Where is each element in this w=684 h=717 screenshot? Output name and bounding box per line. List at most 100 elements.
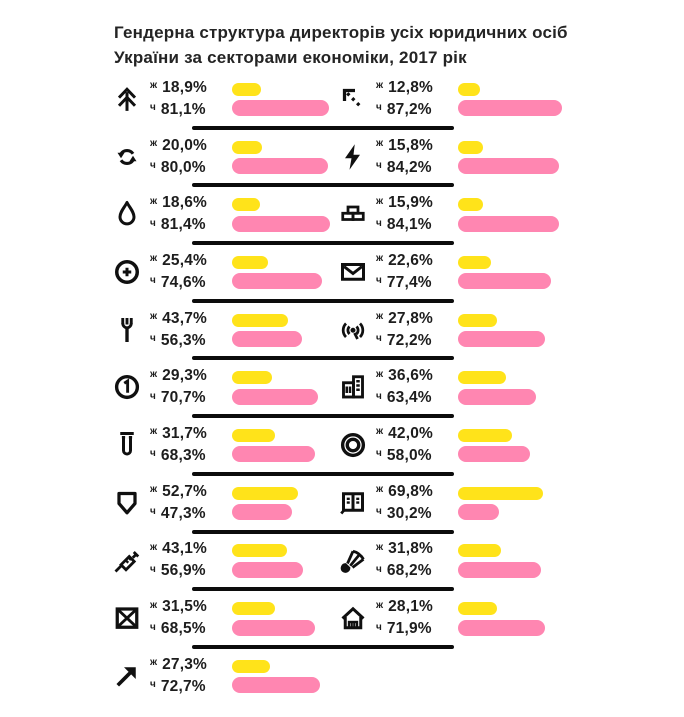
sector-cell: ж 12,8% ч 87,2% <box>338 77 564 121</box>
female-prefix-label: ж <box>150 311 158 323</box>
female-prefix-label: ж <box>376 311 384 323</box>
share-labels: ж 28,1% ч 71,9% <box>376 596 458 640</box>
sector-row: ж 43,7% ч 56,3% ж 27,8% ч 72,2% <box>112 301 678 361</box>
male-prefix-label: ч <box>376 448 382 460</box>
sector-cell: ж 43,7% ч 56,3% <box>112 308 338 352</box>
female-share-bar <box>458 544 501 558</box>
share-bars <box>232 482 338 523</box>
sector-cell: ж 69,8% ч 30,2% <box>338 481 564 525</box>
male-share-bar <box>232 504 293 521</box>
male-prefix-label: ч <box>376 390 382 402</box>
sector-cell: ж 27,8% ч 72,2% <box>338 308 564 352</box>
male-share-bar <box>458 158 559 175</box>
male-share-value: 77,4% <box>386 273 432 291</box>
share-labels: ж 31,5% ч 68,5% <box>150 596 232 640</box>
sector-row: ж 18,6% ч 81,4% ж 15,9% ч 84,1% <box>112 185 678 245</box>
female-share-bar <box>232 255 268 269</box>
male-prefix-label: ч <box>150 506 156 518</box>
female-share-bar <box>232 82 261 96</box>
male-share-row: ч 81,1% <box>150 99 232 121</box>
male-prefix-label: ч <box>150 448 156 460</box>
share-labels: ж 22,6% ч 77,4% <box>376 250 458 294</box>
male-share-row: ч 68,2% <box>376 560 458 582</box>
female-share-row: ж 31,8% <box>376 538 458 560</box>
sector-row: ж 25,4% ч 74,6% ж 22,6% ч 77,4% <box>112 243 678 303</box>
sector-cell: ж 31,7% ч 68,3% <box>112 423 338 467</box>
sector-icon-box <box>112 315 150 345</box>
female-prefix-label: ж <box>376 426 384 438</box>
male-share-value: 58,0% <box>386 446 432 464</box>
sector-icon-box <box>338 488 376 518</box>
female-share-row: ж 15,8% <box>376 135 458 157</box>
share-bars <box>232 424 338 465</box>
sector-icon-box <box>112 430 150 460</box>
share-labels: ж 31,8% ч 68,2% <box>376 538 458 582</box>
crossed-box-icon <box>112 603 142 633</box>
sector-icon-box <box>112 372 150 402</box>
lightning-icon <box>338 142 368 172</box>
share-bars <box>232 136 338 177</box>
male-share-value: 56,9% <box>160 562 206 580</box>
male-prefix-label: ч <box>376 621 382 633</box>
male-share-value: 74,6% <box>160 273 206 291</box>
share-bars <box>458 598 564 639</box>
share-labels: ж 69,8% ч 30,2% <box>376 481 458 525</box>
share-bars <box>232 309 338 350</box>
male-share-value: 72,2% <box>386 331 432 349</box>
male-share-value: 68,5% <box>160 620 206 638</box>
male-prefix-label: ч <box>376 506 382 518</box>
female-share-bar <box>232 198 261 212</box>
sector-icon-box <box>112 603 150 633</box>
female-share-value: 22,6% <box>388 251 434 269</box>
female-share-bar <box>232 486 298 500</box>
female-share-row: ж 15,9% <box>376 192 458 214</box>
sector-cell: ж 43,1% ч 56,9% <box>112 538 338 582</box>
male-share-row: ч 68,5% <box>150 618 232 640</box>
male-share-value: 68,2% <box>386 562 432 580</box>
sector-icon-box <box>112 142 150 172</box>
female-share-row: ж 69,8% <box>376 481 458 503</box>
female-share-bar <box>232 602 275 616</box>
female-share-bar <box>458 198 484 212</box>
share-bars <box>232 78 338 119</box>
female-prefix-label: ж <box>376 195 384 207</box>
female-prefix-label: ж <box>376 138 384 150</box>
shield-icon <box>112 488 142 518</box>
female-share-row: ж 18,6% <box>150 192 232 214</box>
female-prefix-label: ж <box>376 541 384 553</box>
sector-cell: ж 20,0% ч 80,0% <box>112 135 338 179</box>
male-prefix-label: ч <box>376 563 382 575</box>
share-labels: ж 25,4% ч 74,6% <box>150 250 232 294</box>
female-share-row: ж 20,0% <box>150 135 232 157</box>
sector-row: ж 43,1% ч 56,9% ж 31,8% ч 68,2% <box>112 532 678 591</box>
male-share-row: ч 68,3% <box>150 445 232 467</box>
female-share-row: ж 12,8% <box>376 77 458 99</box>
share-labels: ж 27,8% ч 72,2% <box>376 308 458 352</box>
share-labels: ж 43,1% ч 56,9% <box>150 538 232 582</box>
female-prefix-label: ж <box>150 80 158 92</box>
male-prefix-label: ч <box>150 679 156 691</box>
male-share-row: ч 80,0% <box>150 157 232 179</box>
sector-icon-box <box>338 372 376 402</box>
share-bars <box>232 540 338 581</box>
female-share-value: 36,6% <box>388 367 434 385</box>
shuttlecock-icon <box>338 545 368 575</box>
male-share-value: 81,1% <box>160 100 206 118</box>
male-share-bar <box>232 677 320 694</box>
female-share-row: ж 36,6% <box>376 365 458 387</box>
female-share-value: 29,3% <box>162 367 208 385</box>
female-share-value: 52,7% <box>162 482 208 500</box>
share-bars <box>458 136 564 177</box>
female-share-bar <box>232 428 275 442</box>
male-share-value: 30,2% <box>386 504 432 522</box>
sector-row: ж 31,7% ч 68,3% ж 42,0% ч 58,0% <box>112 416 678 476</box>
female-prefix-label: ж <box>150 657 158 669</box>
arrow-up-right-icon <box>112 661 142 691</box>
share-bars <box>232 367 338 408</box>
sector-icon-box <box>112 199 150 229</box>
male-share-bar <box>458 504 500 521</box>
envelope-icon <box>338 257 368 287</box>
female-share-row: ж 27,8% <box>376 308 458 330</box>
male-share-bar <box>232 388 318 405</box>
male-share-row: ч 58,0% <box>376 445 458 467</box>
